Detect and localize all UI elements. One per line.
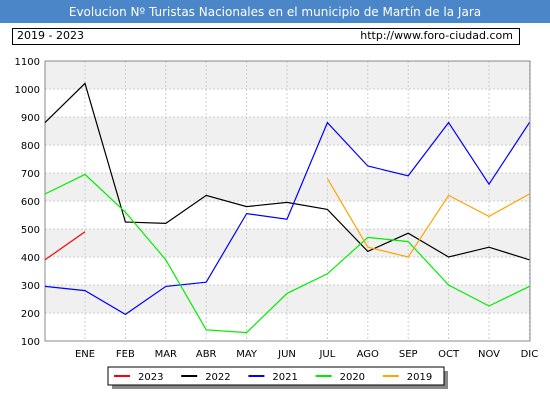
series-line-2022 [44, 82, 530, 261]
x-tick-label: OCT [438, 349, 460, 360]
y-tick-label: 300 [21, 281, 40, 292]
series-line-2020 [44, 173, 530, 334]
x-tick-label: FEB [116, 349, 135, 360]
legend-label-2021: 2021 [272, 372, 297, 383]
series-lines [44, 82, 530, 334]
y-tick-label: 400 [21, 253, 40, 264]
x-tick-label: JUN [277, 349, 296, 360]
x-tick-label: MAR [155, 349, 177, 360]
y-axis-ticks: 100 200 300 400 500 600 700 800 900 1000 1100 [15, 57, 40, 348]
x-tick-label: SEP [399, 349, 418, 360]
y-tick-label: 900 [21, 113, 40, 124]
x-tick-label: JUL [318, 349, 335, 360]
chart-title: Evolucion Nº Turistas Nacionales en el m… [68, 4, 482, 19]
y-tick-label: 800 [21, 141, 40, 152]
y-tick-label: 200 [21, 309, 40, 320]
x-axis-ticks: ENE FEB MAR ABR MAY JUN JUL AGO SEP OCT NOV DIC [75, 349, 538, 360]
series-line-2019 [326, 178, 530, 258]
y-tick-label: 1000 [15, 85, 40, 96]
x-tick-label: ABR [196, 349, 217, 360]
series-line-2023 [44, 231, 86, 261]
plot-area-frame [44, 60, 531, 342]
y-tick-label: 1100 [15, 57, 40, 68]
x-tick-label: DIC [521, 349, 539, 360]
legend-label-2022: 2022 [205, 372, 230, 383]
legend-label-2019: 2019 [407, 372, 432, 383]
period-label: 2019 - 2023 [17, 29, 84, 42]
legend-label-2020: 2020 [340, 372, 365, 383]
x-tick-label: MAY [236, 349, 258, 360]
y-tick-label: 600 [21, 197, 40, 208]
legend: 2023 2022 2021 2020 2019 [107, 366, 448, 389]
legend-box [107, 366, 445, 386]
y-tick-label: 700 [21, 169, 40, 180]
chart-title-bar: Evolucion Nº Turistas Nacionales en el m… [0, 0, 550, 23]
x-tick-label: NOV [478, 349, 500, 360]
source-url[interactable]: http://www.foro-ciudad.com [360, 29, 513, 42]
x-tick-label: AGO [357, 349, 379, 360]
x-tick-label: ENE [75, 349, 95, 360]
y-tick-label: 100 [21, 337, 40, 348]
legend-label-2023: 2023 [138, 372, 163, 383]
period-url-box: 2019 - 2023 http://www.foro-ciudad.com [12, 28, 520, 45]
series-line-2021 [44, 121, 530, 316]
y-tick-label: 500 [21, 225, 40, 236]
